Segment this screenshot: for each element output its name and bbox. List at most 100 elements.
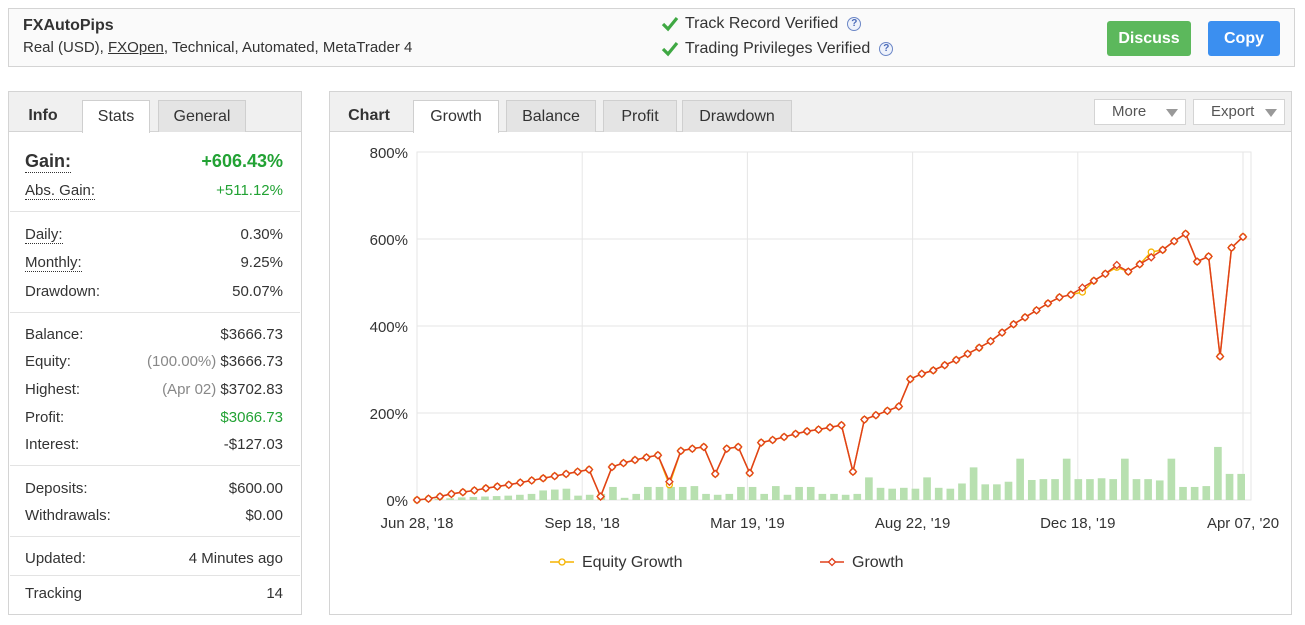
growth-point bbox=[905, 374, 915, 384]
tab-drawdown[interactable]: Drawdown bbox=[682, 100, 792, 132]
growth-point bbox=[619, 458, 628, 468]
chart-tabs: Chart Growth Balance Profit Drawdown Mor… bbox=[330, 92, 1291, 133]
equity-value: $3666.73 bbox=[220, 353, 283, 370]
growth-point bbox=[859, 415, 869, 424]
bar bbox=[1051, 479, 1059, 500]
chart-panel: Chart Growth Balance Profit Drawdown Mor… bbox=[329, 91, 1292, 615]
bar bbox=[806, 486, 815, 500]
bar bbox=[678, 486, 687, 500]
tab-info[interactable]: Info bbox=[28, 107, 58, 124]
growth-point bbox=[573, 467, 583, 477]
bar bbox=[1004, 481, 1013, 500]
y-tick-label: 0% bbox=[386, 493, 408, 510]
drawdown-value: 50.07% bbox=[232, 283, 283, 300]
legend-growth-marker bbox=[827, 557, 837, 567]
bar bbox=[504, 495, 513, 500]
divider bbox=[10, 575, 300, 576]
growth-point bbox=[584, 465, 594, 474]
growth-point bbox=[1181, 229, 1191, 239]
growth-point bbox=[412, 495, 422, 505]
bar bbox=[1225, 473, 1234, 500]
bar bbox=[911, 488, 920, 500]
more-dropdown[interactable]: More bbox=[1094, 99, 1186, 125]
bar bbox=[562, 488, 571, 500]
divider bbox=[10, 211, 300, 212]
growth-point bbox=[882, 406, 892, 416]
x-tick-label: Dec 18, '19 bbox=[1040, 515, 1115, 532]
x-tick-label: Apr 07, '20 bbox=[1207, 515, 1279, 532]
gain-row: Gain: +606.43% bbox=[25, 151, 283, 173]
bar bbox=[946, 488, 955, 500]
bar bbox=[783, 494, 792, 500]
abs-gain-label[interactable]: Abs. Gain: bbox=[25, 182, 96, 200]
growth-point bbox=[722, 444, 732, 454]
bar bbox=[760, 493, 769, 500]
bar bbox=[748, 486, 757, 500]
y-tick-label: 600% bbox=[370, 232, 408, 249]
chart-grid bbox=[416, 151, 1252, 501]
bar bbox=[737, 486, 745, 500]
updated-row: Updated: 4 Minutes ago bbox=[25, 550, 283, 567]
growth-point bbox=[1032, 305, 1041, 315]
bar bbox=[1179, 486, 1187, 500]
tab-profit[interactable]: Profit bbox=[603, 100, 677, 132]
growth-point bbox=[768, 435, 778, 445]
export-dropdown[interactable]: Export bbox=[1193, 99, 1285, 125]
bar bbox=[527, 493, 536, 500]
help-icon[interactable]: ? bbox=[879, 42, 894, 56]
bar bbox=[934, 487, 943, 500]
bar bbox=[632, 493, 641, 500]
divider bbox=[10, 465, 300, 466]
bar bbox=[1202, 486, 1211, 500]
bar bbox=[469, 496, 478, 500]
growth-point bbox=[1089, 276, 1099, 286]
daily-label[interactable]: Daily: bbox=[25, 226, 63, 244]
bar bbox=[1167, 458, 1176, 500]
growth-point bbox=[469, 486, 479, 495]
tab-growth[interactable]: Growth bbox=[413, 100, 499, 133]
tab-balance[interactable]: Balance bbox=[506, 100, 596, 132]
growth-point bbox=[951, 355, 961, 365]
growth-point bbox=[1146, 252, 1156, 262]
bar bbox=[923, 477, 931, 500]
growth-point bbox=[814, 425, 823, 434]
broker-link[interactable]: FXOpen bbox=[108, 39, 164, 56]
growth-point bbox=[1227, 243, 1236, 253]
monthly-label[interactable]: Monthly: bbox=[25, 254, 82, 272]
chart-legend: Equity Growth Growth bbox=[550, 554, 904, 571]
y-tick-label: 200% bbox=[370, 406, 408, 423]
bar bbox=[1121, 458, 1129, 500]
bar bbox=[585, 494, 594, 500]
bar bbox=[841, 494, 850, 500]
growth-point bbox=[424, 494, 433, 504]
bar bbox=[1086, 479, 1094, 500]
equity-label: Equity: bbox=[25, 353, 71, 370]
growth-chart: 0% 200% 400% 600% 800% Jun 28, '18 Sep 18, '18… bbox=[370, 145, 1279, 571]
account-tags: , Technical, Automated, MetaTrader 4 bbox=[163, 39, 413, 56]
growth-point bbox=[1169, 236, 1179, 246]
drawdown-label: Drawdown: bbox=[25, 283, 101, 300]
growth-point bbox=[745, 468, 755, 478]
account-name: FXAutoPips bbox=[23, 17, 114, 34]
bar bbox=[981, 484, 990, 500]
account-header: FXAutoPips Real (USD), FXOpen, Technical… bbox=[8, 8, 1295, 67]
help-icon[interactable]: ? bbox=[847, 17, 862, 31]
stats-panel: Info Stats General Gain: +606.43% Abs. G… bbox=[8, 91, 302, 615]
balance-value: $3666.73 bbox=[220, 326, 283, 343]
withdrawals-label: Withdrawals: bbox=[25, 507, 111, 524]
chart-bars bbox=[423, 446, 1245, 500]
copy-button[interactable]: Copy bbox=[1208, 21, 1280, 56]
bar bbox=[713, 494, 722, 500]
gain-label[interactable]: Gain: bbox=[25, 151, 72, 173]
growth-point bbox=[550, 471, 560, 481]
growth-point bbox=[515, 478, 525, 488]
growth-point bbox=[1043, 298, 1053, 308]
caret-down-icon bbox=[1265, 109, 1277, 117]
discuss-button[interactable]: Discuss bbox=[1107, 21, 1191, 56]
tab-general[interactable]: General bbox=[158, 100, 246, 132]
daily-row: Daily: 0.30% bbox=[25, 226, 283, 244]
growth-point bbox=[1215, 352, 1225, 361]
profit-value: $3066.73 bbox=[220, 409, 283, 426]
tab-stats[interactable]: Stats bbox=[82, 100, 150, 133]
chart-lines bbox=[412, 229, 1248, 505]
